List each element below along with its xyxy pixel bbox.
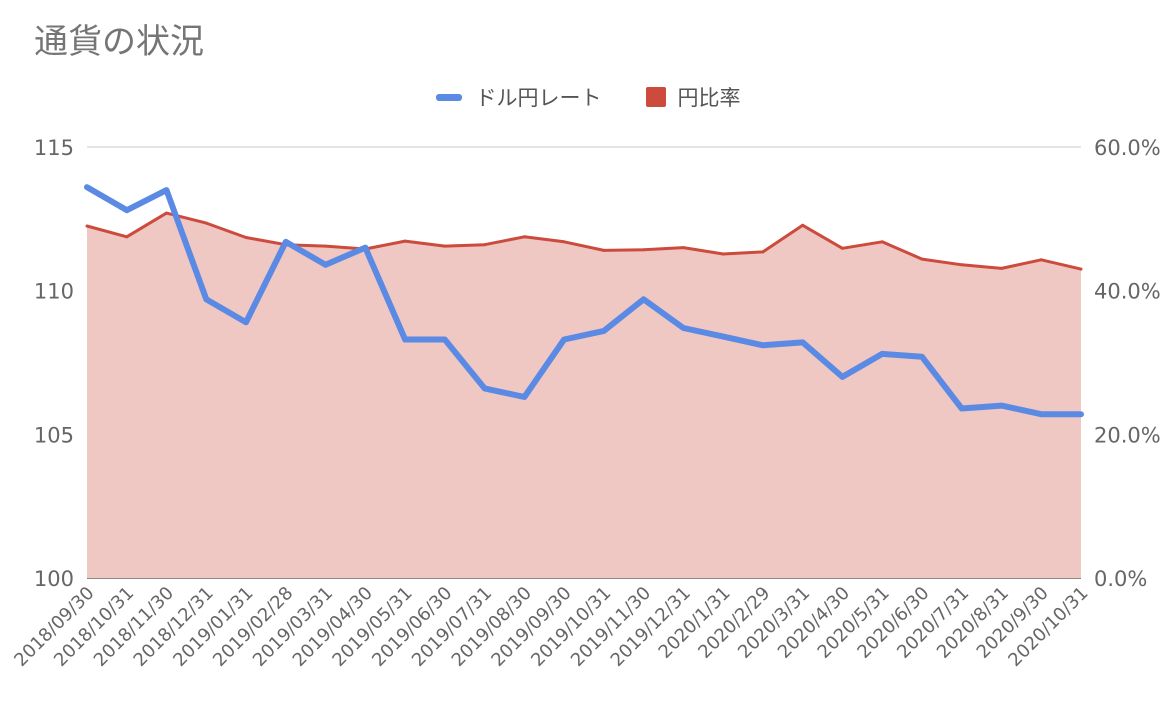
ratio-point: [920, 257, 924, 261]
usd-point: [800, 339, 806, 345]
ratio-point: [801, 223, 805, 227]
usd-point: [959, 405, 965, 411]
usd-point: [362, 245, 368, 251]
ratio-area-layer: [85, 211, 1083, 578]
legend-swatch-ratio: [645, 87, 666, 107]
usd-point: [402, 337, 408, 343]
ratio-point: [1079, 267, 1083, 271]
ratio-point: [1039, 258, 1043, 262]
usd-point: [601, 328, 607, 334]
right-tick-label: 40.0%: [1094, 280, 1161, 304]
usd-point: [561, 337, 567, 343]
legend-label-usd: ドル円レート: [475, 86, 602, 110]
ratio-point: [85, 224, 89, 228]
ratio-point: [681, 246, 685, 250]
ratio-point: [721, 252, 725, 256]
usd-point: [323, 262, 329, 268]
usd-line: [84, 184, 1084, 418]
ratio-point: [562, 240, 566, 244]
legend-swatch-usd: [435, 93, 462, 101]
usd-point: [720, 334, 726, 340]
left-tick-label: 100: [34, 567, 74, 591]
usd-point: [680, 325, 686, 331]
usd-point: [84, 184, 90, 190]
right-axis: 0.0% 20.0% 40.0% 60.0%: [1094, 136, 1161, 591]
usd-point: [641, 296, 647, 302]
usd-point: [919, 354, 925, 360]
ratio-point: [403, 239, 407, 243]
ratio-point: [443, 244, 447, 248]
left-tick-label: 105: [34, 423, 74, 447]
ratio-point: [244, 236, 248, 240]
right-tick-label: 60.0%: [1094, 136, 1161, 160]
usd-point: [164, 187, 170, 193]
usd-point: [243, 319, 249, 325]
left-axis: 100 105 110 115: [34, 136, 74, 591]
usd-point: [482, 385, 488, 391]
legend-label-ratio: 円比率: [677, 86, 741, 110]
ratio-point: [522, 235, 526, 239]
ratio-point: [483, 243, 487, 247]
ratio-point: [204, 221, 208, 225]
usd-line-layer: [84, 184, 1084, 418]
usd-point: [1078, 411, 1084, 417]
ratio-point: [324, 244, 328, 248]
usd-point: [283, 239, 289, 245]
x-axis: 2018/09/302018/10/312018/11/302018/12/31…: [10, 583, 1092, 671]
usd-point: [839, 374, 845, 380]
ratio-point: [960, 263, 964, 267]
legend-item-ratio[interactable]: 円比率: [645, 82, 741, 112]
usd-point: [879, 351, 885, 357]
right-tick-label: 0.0%: [1094, 567, 1147, 591]
chart-title: 通貨の状況: [34, 22, 204, 62]
legend: ドル円レート 円比率: [0, 82, 1176, 112]
ratio-point: [165, 211, 169, 215]
legend-item-usd[interactable]: ドル円レート: [435, 82, 602, 112]
left-tick-label: 115: [34, 136, 74, 160]
ratio-point: [125, 235, 129, 239]
ratio-point: [642, 248, 646, 252]
ratio-point: [880, 240, 884, 244]
usd-point: [124, 207, 130, 213]
ratio-point: [840, 246, 844, 250]
ratio-point: [999, 266, 1003, 270]
usd-point: [521, 394, 527, 400]
left-tick-label: 110: [34, 280, 74, 304]
usd-point: [998, 403, 1004, 409]
right-tick-label: 20.0%: [1094, 423, 1161, 447]
usd-point: [442, 337, 448, 343]
usd-point: [760, 342, 766, 348]
usd-point: [203, 296, 209, 302]
ratio-line: [86, 211, 1082, 271]
ratio-point: [602, 248, 606, 252]
ratio-area: [87, 213, 1081, 578]
usd-point: [1038, 411, 1044, 417]
ratio-point: [761, 250, 765, 254]
